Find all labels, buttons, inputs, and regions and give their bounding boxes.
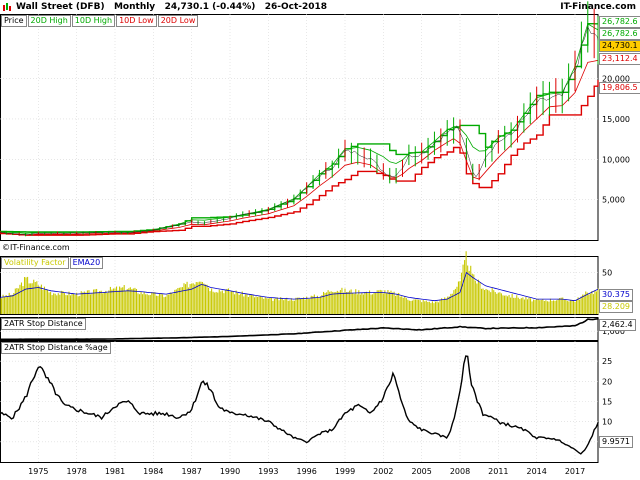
x-tick-label: 1984: [143, 467, 163, 476]
x-tick-label: 1990: [220, 467, 240, 476]
value-tag: 9.9571: [599, 436, 633, 448]
series-10d-low: [0, 59, 599, 236]
brand-label: IT-Finance.com: [560, 2, 636, 12]
legend-entry: Price: [1, 15, 27, 27]
x-tick-label: 2005: [411, 467, 431, 476]
legend-entry: 10D High: [71, 15, 116, 27]
series-2atr: [0, 318, 599, 341]
pct-legend: 2ATR Stop Distance %age: [1, 342, 112, 354]
x-tick-label: 1999: [335, 467, 355, 476]
panel-border-pct: [0, 341, 599, 463]
value-tag: 30.375: [599, 289, 633, 301]
x-tick-label: 2011: [488, 467, 508, 476]
series-20d-low: [0, 80, 599, 236]
y-tick-label: 50: [602, 269, 612, 278]
series-ema20: [0, 271, 599, 302]
series-20d-high: [0, 23, 598, 233]
legend-entry: EMA20: [69, 257, 104, 269]
x-tick-label: 2002: [373, 467, 393, 476]
value-tag: 26,782.6: [599, 16, 640, 28]
quote-date: 26-Oct-2018: [264, 2, 328, 12]
quote-value: 24,730.1 (-0.44%): [164, 2, 256, 12]
y-tick-label: 5,000: [602, 196, 625, 205]
legend-entry: 20D High: [27, 15, 71, 27]
x-tick-label: 2008: [450, 467, 470, 476]
value-tag: 19,806.5: [599, 82, 640, 94]
y-tick-label: 10: [602, 418, 612, 427]
period-label: Monthly: [113, 2, 156, 12]
atr-legend: 2ATR Stop Distance: [1, 318, 87, 330]
legend-entry: 20D Low: [157, 15, 199, 27]
panel-border-price: [0, 14, 599, 241]
x-tick-label: 1996: [296, 467, 316, 476]
x-tick-label: 1975: [28, 467, 48, 476]
y-tick-label: 20: [602, 377, 612, 386]
legend-entry: 2ATR Stop Distance %age: [1, 342, 111, 354]
x-tick-label: 1993: [258, 467, 278, 476]
volatility-legend: Volatility Factor EMA20: [1, 257, 104, 269]
legend-entry: Volatility Factor: [1, 257, 69, 269]
x-tick-label: 2014: [526, 467, 546, 476]
value-tag: 24,730.1: [599, 40, 640, 52]
symbol-name: Wall Street (DFB): [16, 2, 105, 12]
chart-header: Wall Street (DFB) Monthly 24,730.1 (-0.4…: [0, 0, 640, 14]
panel-border-vol: [0, 256, 599, 315]
x-tick-label: 2017: [565, 467, 585, 476]
header-title: Wall Street (DFB) Monthly 24,730.1 (-0.4…: [16, 0, 327, 14]
x-tick-label: 1987: [181, 467, 201, 476]
series-price: [0, 26, 599, 235]
price-legend: Price 20D High 10D High 10D Low 20D Low: [1, 15, 199, 27]
series-2atr-pct: [0, 355, 599, 455]
legend-entry: 10D Low: [116, 15, 157, 27]
watermark: ©IT-Finance.com: [2, 243, 70, 252]
value-tag: 2,462.4: [599, 319, 636, 331]
y-tick-label: 10,000: [602, 155, 630, 164]
legend-entry: 2ATR Stop Distance: [1, 318, 86, 330]
value-tag: 23,112.4: [599, 53, 640, 65]
x-tick-label: 1978: [66, 467, 86, 476]
y-tick-label: 20,000: [602, 75, 630, 84]
value-tag: 28.209: [599, 301, 633, 313]
y-tick-label: 15: [602, 398, 612, 407]
y-tick-label: 15,000: [602, 115, 630, 124]
value-tag: 26,782.6: [599, 28, 640, 40]
candlestick-icon: [2, 3, 12, 17]
panel-border-atr: [0, 317, 599, 341]
y-tick-label: 25: [602, 357, 612, 366]
y-tick-label: 1,000: [602, 327, 625, 336]
x-tick-label: 1981: [105, 467, 125, 476]
